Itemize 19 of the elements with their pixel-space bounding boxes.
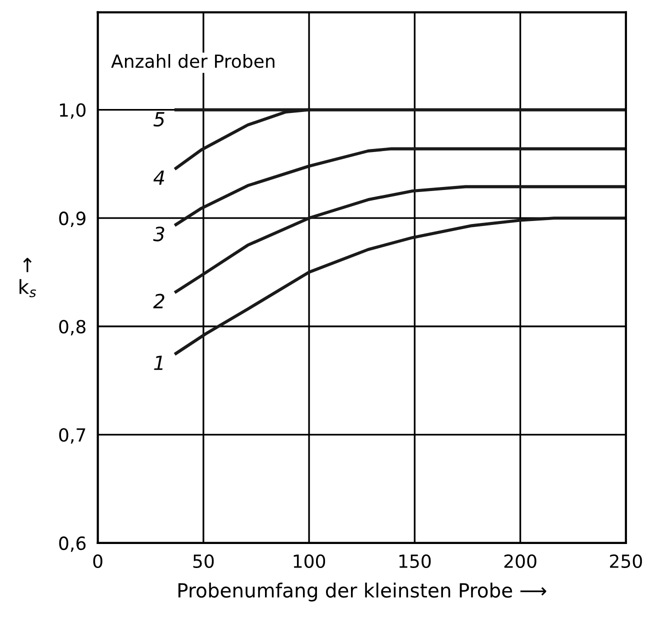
series-label: 2: [153, 294, 164, 308]
x-tick-label: 50: [193, 554, 214, 568]
series-label: 5: [154, 112, 164, 127]
series-label: 4: [153, 170, 164, 185]
y-tick-label: 0,9: [59, 212, 86, 228]
y-axis-title: ↑ k$_{s}$: [20, 258, 36, 298]
y-tick-label: 0,8: [59, 320, 86, 336]
x-tick-label: 0: [93, 554, 102, 568]
series-label: 3: [153, 226, 164, 242]
x-axis-title: Probenumfang der kleinsten Probe ⟶: [178, 582, 546, 602]
x-tick-label: 150: [399, 554, 431, 568]
x-tick-label: 250: [610, 554, 642, 568]
x-tick-label: 200: [504, 554, 536, 568]
y-tick-label: 0,6: [59, 536, 86, 552]
x-tick-label: 100: [294, 554, 326, 568]
series-label: 1: [154, 356, 163, 370]
y-tick-label: 1,0: [60, 103, 86, 119]
y-tick-label: 0,7: [59, 428, 86, 444]
legend-title: Anzahl der Proben: [111, 54, 274, 68]
